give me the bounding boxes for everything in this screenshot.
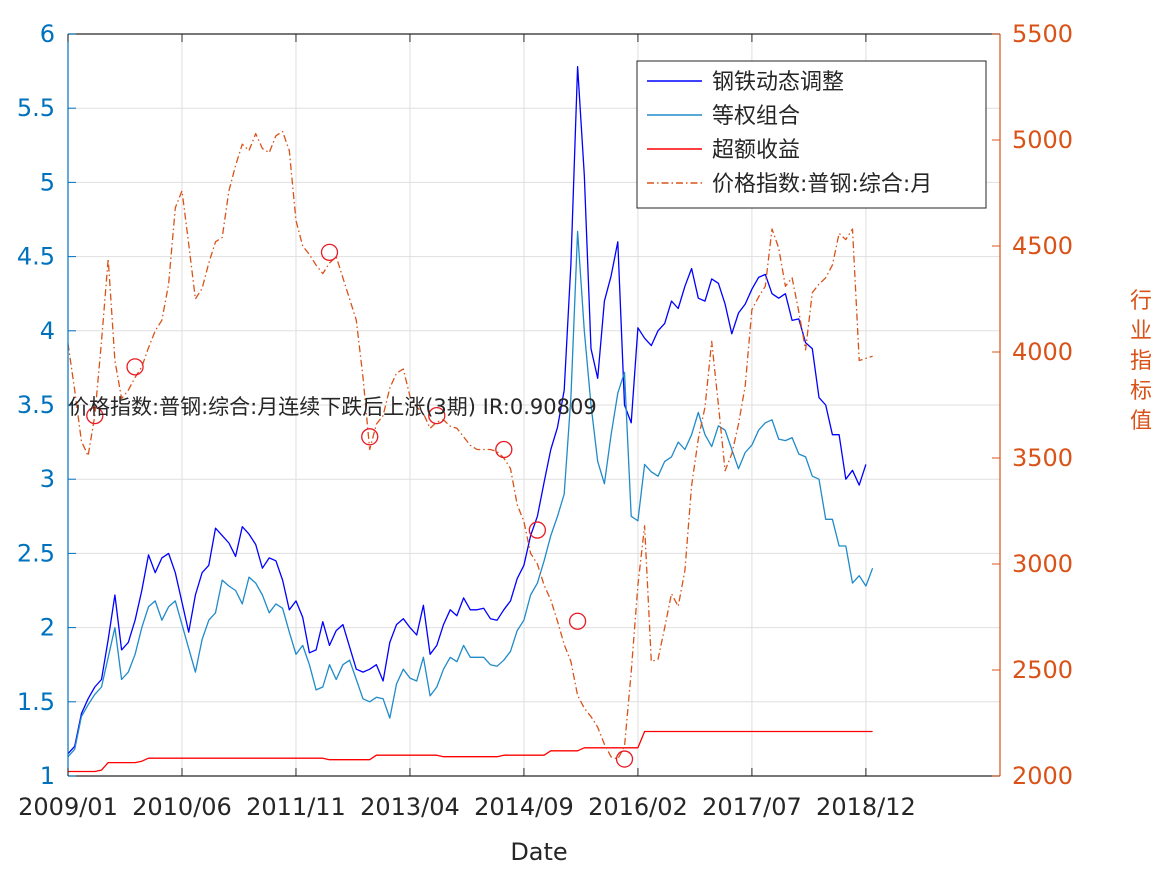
series-line bbox=[67, 65, 867, 755]
left-tick-label: 4.5 bbox=[17, 243, 55, 271]
legend-label: 价格指数:普钢:综合:月 bbox=[712, 172, 932, 197]
left-tick-label: 1 bbox=[40, 762, 55, 790]
signal-markers bbox=[86, 243, 634, 768]
series-line bbox=[67, 230, 874, 758]
plot-series bbox=[67, 65, 874, 773]
right-axis-label-char: 业 bbox=[1130, 319, 1152, 344]
left-tick-label: 1.5 bbox=[17, 688, 55, 716]
signal-marker bbox=[361, 428, 379, 446]
signal-marker bbox=[568, 612, 587, 630]
x-tick-label: 2014/09 bbox=[474, 793, 574, 821]
legend-label: 超额收益 bbox=[712, 138, 800, 163]
x-tick-label: 2011/11 bbox=[246, 793, 346, 821]
axes: 1 1.5 2 2.5 3 3.5 4 4.5 5 5.5 6 2000 2500 3000 3500 400… bbox=[17, 20, 1073, 821]
x-tick-label: 2016/02 bbox=[588, 793, 688, 821]
right-tick-label: 5500 bbox=[1012, 20, 1073, 48]
x-tick-label: 2017/07 bbox=[702, 793, 802, 821]
signal-marker bbox=[495, 440, 513, 459]
signal-marker bbox=[126, 358, 144, 376]
signal-marker bbox=[86, 406, 104, 425]
x-tick-label: 2009/01 bbox=[18, 793, 118, 821]
left-tick-label: 3.5 bbox=[17, 391, 55, 419]
series-line bbox=[67, 130, 873, 760]
right-tick-label: 2500 bbox=[1012, 656, 1073, 684]
right-axis-label-char: 指 bbox=[1130, 349, 1152, 374]
right-tick-label: 2000 bbox=[1012, 762, 1073, 790]
x-tick-label: 2018/12 bbox=[816, 793, 916, 821]
x-axis-label: Date bbox=[510, 838, 567, 866]
right-axis-label-char: 标 bbox=[1130, 379, 1152, 404]
right-axis-label-char: 行 bbox=[1130, 289, 1152, 314]
x-tick-label: 2013/04 bbox=[360, 793, 460, 821]
left-tick-label: 3 bbox=[40, 465, 55, 493]
right-axis-label-char: 值 bbox=[1130, 409, 1152, 434]
legend-label: 钢铁动态调整 bbox=[712, 70, 844, 95]
right-tick-label: 4500 bbox=[1012, 232, 1073, 260]
left-tick-label: 5.5 bbox=[17, 94, 55, 122]
signal-marker bbox=[428, 406, 446, 425]
signal-marker bbox=[528, 521, 547, 539]
left-tick-label: 2.5 bbox=[17, 539, 55, 567]
legend-label: 等权组合 bbox=[712, 104, 800, 129]
signal-marker bbox=[320, 243, 339, 262]
right-tick-label: 5000 bbox=[1012, 126, 1073, 154]
left-tick-label: 2 bbox=[40, 614, 55, 642]
right-tick-label: 3000 bbox=[1012, 550, 1073, 578]
right-tick-label: 3500 bbox=[1012, 444, 1073, 472]
right-tick-label: 4000 bbox=[1012, 338, 1073, 366]
left-tick-label: 5 bbox=[40, 168, 55, 196]
left-tick-label: 4 bbox=[40, 317, 55, 345]
chart-annotation: 价格指数:普钢:综合:月连续下跌后上涨(3期) IR:0.90809 bbox=[68, 395, 597, 419]
signal-marker bbox=[615, 750, 634, 768]
left-tick-label: 6 bbox=[40, 20, 55, 48]
x-tick-label: 2010/06 bbox=[132, 793, 232, 821]
series-line bbox=[68, 730, 873, 773]
